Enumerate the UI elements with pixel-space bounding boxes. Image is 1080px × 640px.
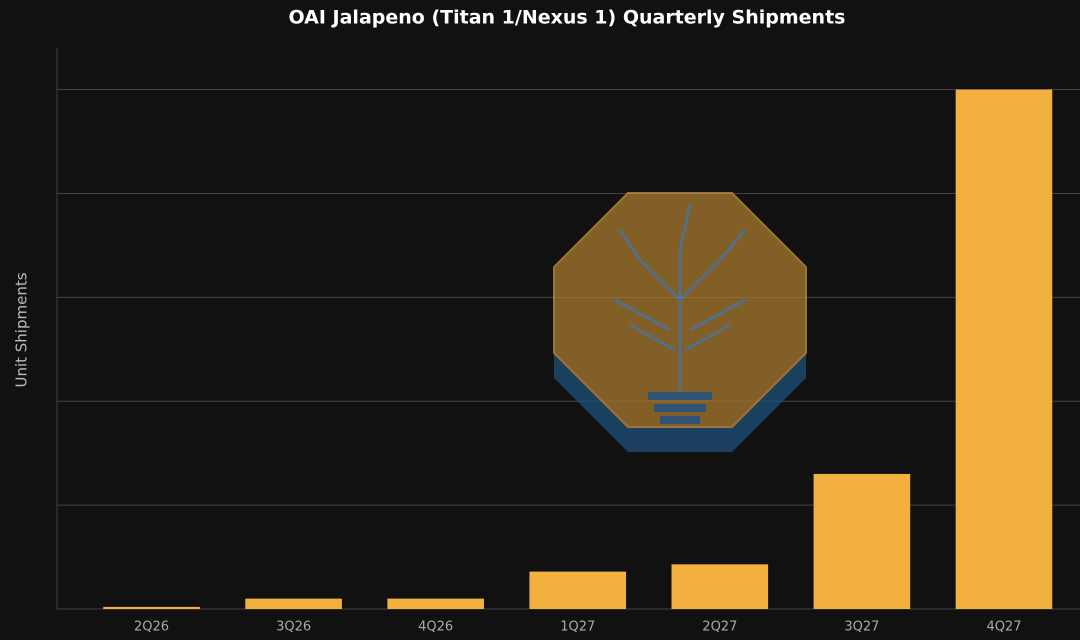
x-tick-label: 3Q26: [276, 620, 311, 635]
bar: [245, 598, 342, 609]
watermark-logo: [553, 192, 807, 452]
chart-title: OAI Jalapeno (Titan 1/Nexus 1) Quarterly…: [289, 7, 846, 29]
bar: [103, 606, 200, 609]
logo-base: [660, 416, 700, 424]
bar: [813, 473, 911, 609]
x-tick-label: 2Q26: [134, 620, 169, 635]
y-axis-label: Unit Shipments: [13, 272, 31, 387]
logo-tree: [614, 204, 747, 390]
bar: [529, 571, 627, 609]
x-tick-label: 4Q26: [418, 620, 453, 635]
logo-base: [654, 404, 706, 412]
bar: [955, 89, 1053, 610]
x-tick-label: 3Q27: [844, 620, 879, 635]
x-tick-label: 2Q27: [702, 620, 737, 635]
bar: [387, 598, 484, 609]
x-tick-label: 1Q27: [560, 620, 595, 635]
bar: [671, 564, 769, 609]
logo-base: [648, 392, 712, 400]
x-tick-label: 4Q27: [986, 620, 1021, 635]
